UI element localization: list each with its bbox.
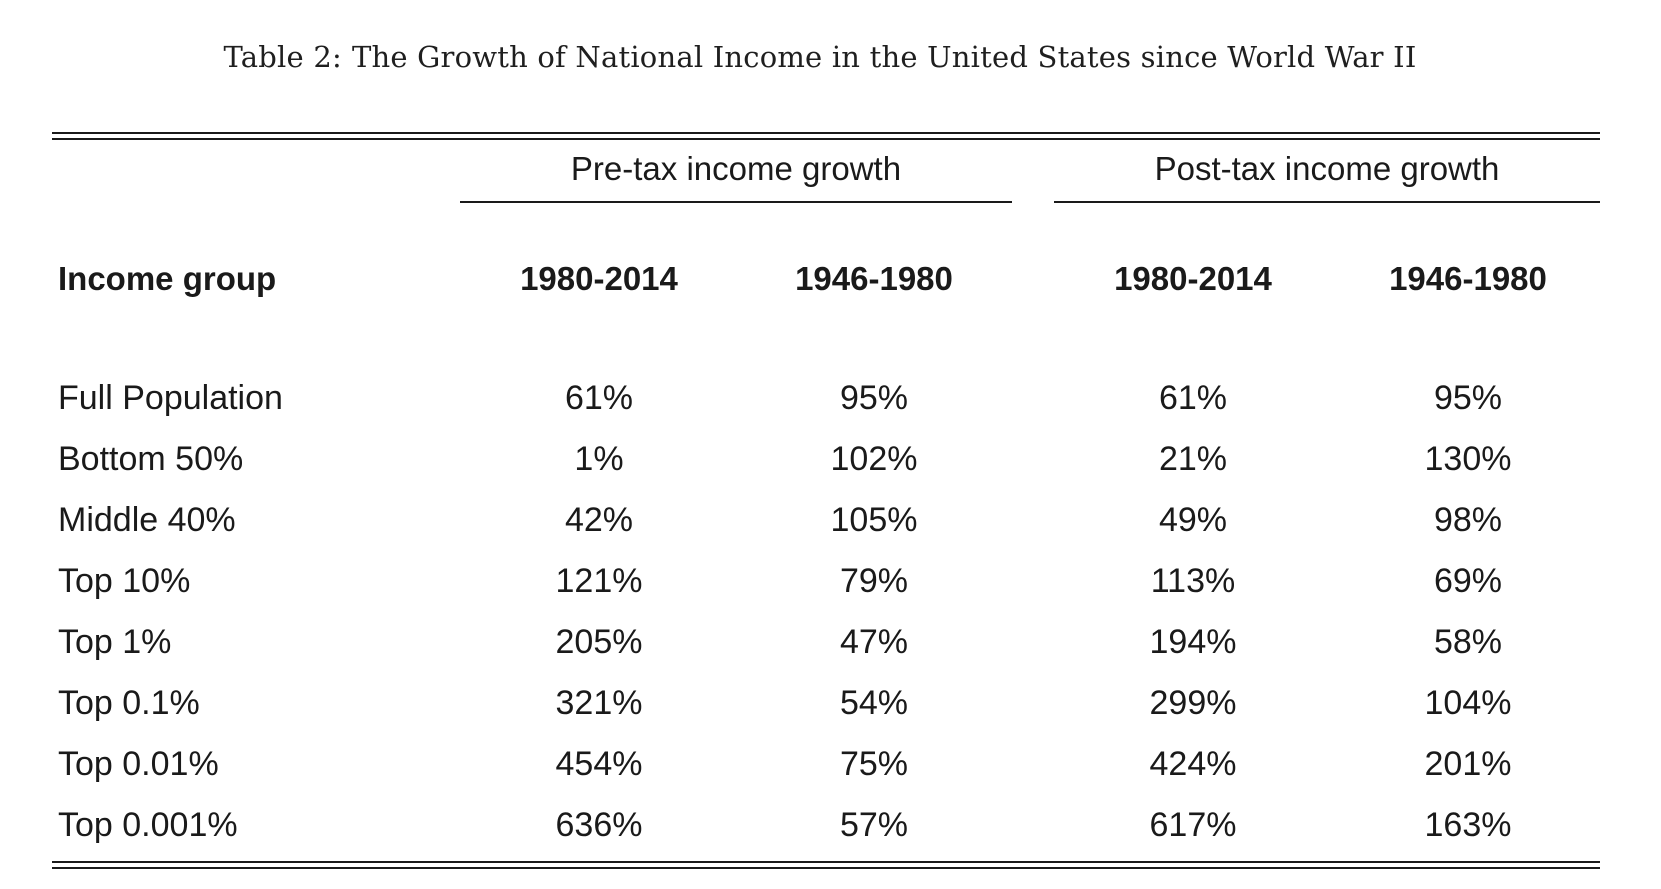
table-cell: 69% <box>1433 562 1503 600</box>
table-row: Top 1% 205% 47% 194% 58% <box>0 620 1661 681</box>
column-header-pre-1946-1980: 1946-1980 <box>795 260 953 297</box>
table-cell: 104% <box>1424 684 1512 722</box>
table-cell: 95% <box>839 379 909 417</box>
table-cell: 98% <box>1433 501 1503 539</box>
top-rule <box>52 132 1600 134</box>
column-header-post-1946-1980: 1946-1980 <box>1389 260 1547 297</box>
table-cell: 163% <box>1424 806 1512 844</box>
table-body: Full Population 61% 95% 61% 95% Bottom 5… <box>0 376 1661 864</box>
table-row: Top 0.01% 454% 75% 424% 201% <box>0 742 1661 803</box>
table-cell: 75% <box>839 745 909 783</box>
table-cell: 205% <box>555 623 643 661</box>
pre-tax-group-rule <box>460 201 1012 203</box>
table-cell: 299% <box>1149 684 1237 722</box>
table-cell: 58% <box>1433 623 1503 661</box>
column-header-income-group: Income group <box>58 260 277 297</box>
table-caption-label: Table 2: <box>223 40 342 74</box>
row-label: Top 0.1% <box>58 684 200 722</box>
table-cell: 47% <box>839 623 909 661</box>
table-cell: 321% <box>555 684 643 722</box>
table-cell: 121% <box>555 562 643 600</box>
table-cell: 636% <box>555 806 643 844</box>
table-cell: 194% <box>1149 623 1237 661</box>
table-cell: 424% <box>1149 745 1237 783</box>
row-label: Top 1% <box>58 623 172 661</box>
table-cell: 1% <box>574 440 624 478</box>
pre-tax-group-header: Pre-tax income growth <box>570 150 902 187</box>
table-caption: Table 2: The Growth of National Income in… <box>0 40 1640 74</box>
table-cell: 454% <box>555 745 643 783</box>
post-tax-group-rule <box>1054 201 1600 203</box>
table-row: Top 0.001% 636% 57% 617% 163% <box>0 803 1661 864</box>
table-cell: 95% <box>1433 379 1503 417</box>
table-cell: 617% <box>1149 806 1237 844</box>
table-row: Full Population 61% 95% 61% 95% <box>0 376 1661 437</box>
bottom-rule <box>52 861 1600 863</box>
table-cell: 102% <box>830 440 918 478</box>
row-label: Top 10% <box>58 562 191 600</box>
table-cell: 21% <box>1158 440 1228 478</box>
table-cell: 201% <box>1424 745 1512 783</box>
table-row: Top 10% 121% 79% 113% 69% <box>0 559 1661 620</box>
table-cell: 105% <box>830 501 918 539</box>
post-tax-group-header: Post-tax income growth <box>1154 150 1500 187</box>
column-header-post-1980-2014: 1980-2014 <box>1114 260 1272 297</box>
row-label: Full Population <box>58 379 283 417</box>
row-label: Top 0.001% <box>58 806 238 844</box>
table-cell: 42% <box>564 501 634 539</box>
row-label: Middle 40% <box>58 501 236 539</box>
bottom-rule-inner <box>52 867 1600 869</box>
table-cell: 57% <box>839 806 909 844</box>
table-cell: 113% <box>1150 562 1236 600</box>
table-row: Bottom 50% 1% 102% 21% 130% <box>0 437 1661 498</box>
column-header-pre-1980-2014: 1980-2014 <box>520 260 678 297</box>
table-cell: 61% <box>1158 379 1228 417</box>
top-rule-inner <box>52 138 1600 140</box>
table-cell: 61% <box>564 379 634 417</box>
table-cell: 54% <box>839 684 909 722</box>
table-row: Middle 40% 42% 105% 49% 98% <box>0 498 1661 559</box>
row-label: Bottom 50% <box>58 440 244 478</box>
row-label: Top 0.01% <box>58 745 219 783</box>
table-row: Top 0.1% 321% 54% 299% 104% <box>0 681 1661 742</box>
table-cell: 49% <box>1158 501 1228 539</box>
table-caption-text: The Growth of National Income in the Uni… <box>351 40 1417 74</box>
table-cell: 79% <box>839 562 909 600</box>
table-cell: 130% <box>1424 440 1512 478</box>
